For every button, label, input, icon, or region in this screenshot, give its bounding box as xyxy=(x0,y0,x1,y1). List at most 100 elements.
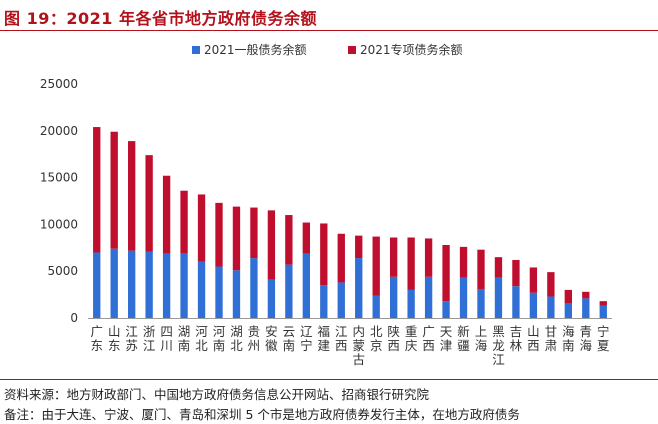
x-tick-label: 南 xyxy=(562,338,575,353)
bar-special-debt xyxy=(547,272,555,297)
y-tick-label: 10000 xyxy=(40,217,78,231)
x-tick-label: 湖 xyxy=(178,324,191,339)
y-tick-label: 5000 xyxy=(47,264,78,278)
bar-special-debt xyxy=(320,223,328,286)
x-tick-label: 安 xyxy=(265,324,278,339)
bar-special-debt xyxy=(267,210,276,280)
bar-general-debt xyxy=(302,253,311,318)
bar-general-debt xyxy=(459,277,468,318)
x-tick-label: 辽 xyxy=(300,324,313,339)
bar-general-debt xyxy=(477,288,485,318)
bar-special-debt xyxy=(162,175,171,254)
x-tick-label: 东 xyxy=(108,338,121,353)
x-tick-label: 江 xyxy=(492,352,505,367)
x-tick-label: 青 xyxy=(580,324,593,339)
x-tick-label: 重 xyxy=(405,324,418,339)
bar-special-debt xyxy=(337,233,345,283)
x-tick-label: 疆 xyxy=(457,338,470,353)
x-tick-label: 津 xyxy=(440,338,453,353)
bar-special-debt xyxy=(197,194,206,262)
bar-special-debt xyxy=(232,206,241,271)
x-tick-label: 福 xyxy=(318,324,331,339)
bar-general-debt xyxy=(232,270,241,318)
bar-special-debt xyxy=(582,291,590,299)
x-tick-label: 海 xyxy=(475,338,488,353)
bar-general-debt xyxy=(599,305,607,318)
x-tick-label: 庆 xyxy=(405,338,418,353)
bar-special-debt xyxy=(285,215,293,265)
bar-special-debt xyxy=(215,202,223,267)
x-tick-label: 宁 xyxy=(300,338,313,353)
x-tick-label: 黑 xyxy=(492,324,505,339)
bar-general-debt xyxy=(372,295,380,318)
bar-general-debt xyxy=(127,250,136,318)
x-tick-label: 北 xyxy=(230,338,243,353)
bar-general-debt xyxy=(512,286,520,318)
bar-general-debt xyxy=(442,301,450,318)
bar-general-debt xyxy=(337,282,345,318)
x-tick-label: 山 xyxy=(108,324,121,339)
bar-general-debt xyxy=(110,248,118,318)
x-tick-label: 建 xyxy=(318,338,331,353)
x-tick-label: 内 xyxy=(352,324,365,339)
bar-general-debt xyxy=(355,258,363,318)
bar-general-debt xyxy=(267,279,276,318)
bar-special-debt xyxy=(180,190,188,254)
x-tick-label: 夏 xyxy=(597,338,610,353)
y-tick-label: 0 xyxy=(70,311,78,325)
x-tick-label: 海 xyxy=(580,338,593,353)
bar-general-debt xyxy=(93,252,101,318)
bar-general-debt xyxy=(197,261,206,318)
bar-special-debt xyxy=(355,235,363,259)
y-tick-label: 25000 xyxy=(40,77,78,91)
x-tick-label: 广 xyxy=(90,324,103,339)
x-tick-label: 林 xyxy=(510,338,523,353)
x-tick-label: 江 xyxy=(125,324,138,339)
bar-general-debt xyxy=(424,276,433,318)
x-tick-label: 北 xyxy=(195,338,208,353)
y-tick-label: 15000 xyxy=(40,171,78,185)
bar-special-debt xyxy=(529,267,538,293)
bar-special-debt xyxy=(512,259,520,287)
x-tick-label: 南 xyxy=(283,338,296,353)
x-tick-label: 宁 xyxy=(597,324,610,339)
x-tick-label: 天 xyxy=(440,324,453,339)
x-tick-label: 浙 xyxy=(143,324,156,339)
bar-general-debt xyxy=(389,276,398,318)
x-tick-label: 江 xyxy=(143,338,156,353)
x-tick-label: 古 xyxy=(352,352,365,367)
bar-general-debt xyxy=(215,266,223,318)
bar-general-debt xyxy=(285,264,293,318)
bar-special-debt xyxy=(459,246,468,278)
bar-general-debt xyxy=(494,277,503,318)
x-tick-label: 上 xyxy=(475,324,488,339)
x-tick-label: 龙 xyxy=(492,338,505,353)
x-tick-label: 川 xyxy=(160,338,173,353)
bar-special-debt xyxy=(477,249,485,289)
x-tick-label: 州 xyxy=(248,338,261,353)
bar-special-debt xyxy=(93,127,101,253)
x-tick-label: 甘 xyxy=(545,324,558,339)
x-tick-label: 贵 xyxy=(248,324,261,339)
x-tick-label: 江 xyxy=(335,324,348,339)
legend-label-1: 2021一般债务余额 xyxy=(204,42,307,57)
x-tick-label: 南 xyxy=(178,338,191,353)
x-tick-label: 西 xyxy=(335,338,348,353)
bar-general-debt xyxy=(407,289,415,318)
x-tick-label: 北 xyxy=(370,324,383,339)
bar-general-debt xyxy=(320,285,328,318)
bar-special-debt xyxy=(389,237,398,277)
x-tick-label: 湖 xyxy=(230,324,243,339)
bar-special-debt xyxy=(424,238,433,277)
bar-special-debt xyxy=(494,257,503,278)
x-tick-label: 徽 xyxy=(265,338,278,353)
bar-special-debt xyxy=(599,301,607,306)
x-tick-label: 西 xyxy=(422,338,435,353)
x-tick-label: 山 xyxy=(527,324,540,339)
x-tick-label: 苏 xyxy=(125,338,138,353)
x-tick-label: 河 xyxy=(213,324,226,339)
bar-general-debt xyxy=(547,296,555,318)
x-tick-label: 东 xyxy=(90,338,103,353)
x-tick-label: 陕 xyxy=(387,324,400,339)
bar-special-debt xyxy=(407,237,415,290)
